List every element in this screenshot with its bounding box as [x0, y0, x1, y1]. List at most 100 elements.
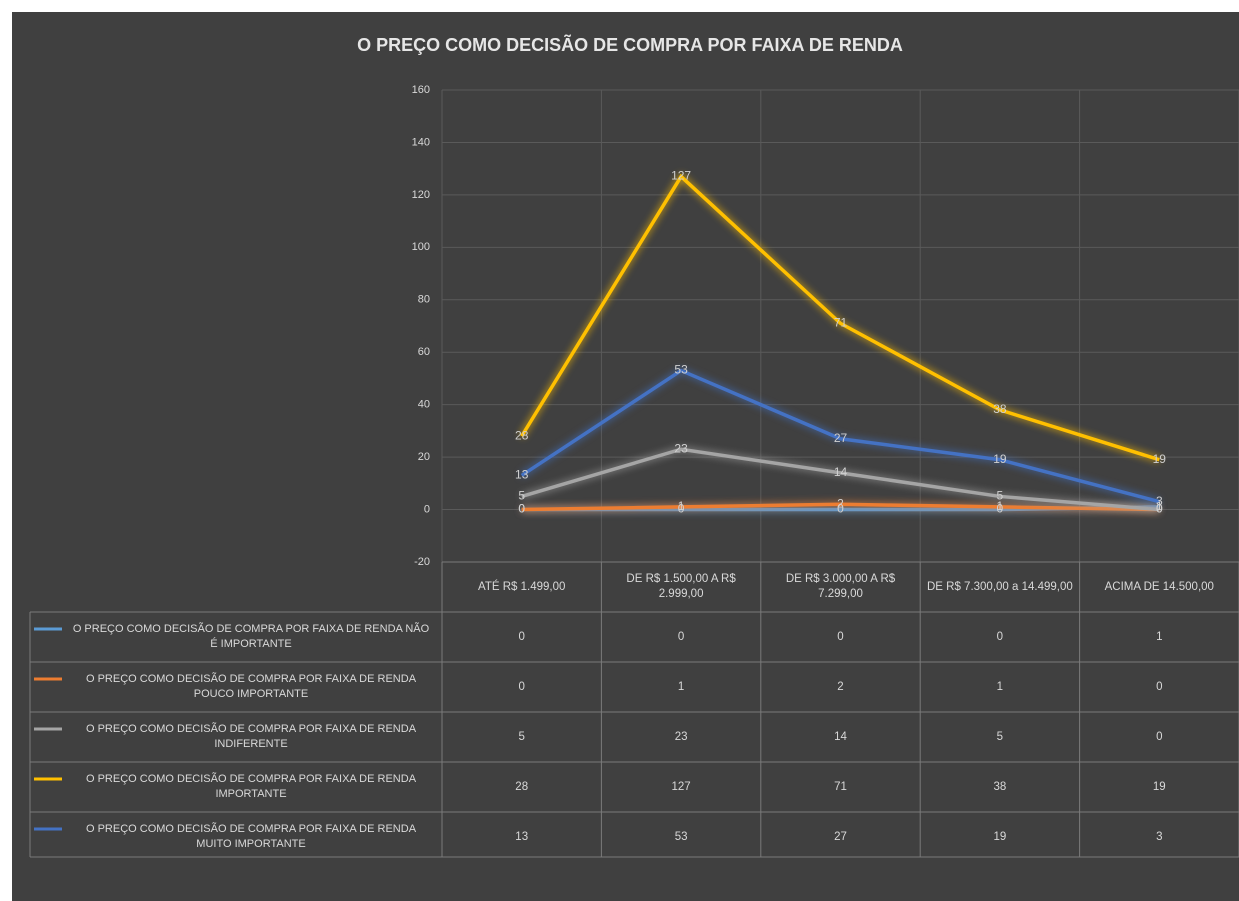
- data-label: 1: [678, 499, 685, 513]
- table-value-box: 1: [996, 680, 1004, 693]
- x-tick-label: ATÉ R$ 1.499,00: [478, 580, 566, 593]
- table-value-box: 5: [518, 730, 525, 743]
- table-value-box: 0: [1156, 680, 1163, 693]
- table-value-box: 5: [996, 730, 1004, 743]
- table-value: 71: [834, 780, 847, 793]
- series-line: [521, 502, 1160, 512]
- data-label: 0: [997, 502, 1004, 516]
- data-label: 19: [993, 452, 1007, 466]
- table-value: 0: [837, 630, 844, 643]
- table-value: 0: [518, 680, 525, 693]
- table-value-box: 13: [515, 830, 529, 843]
- legend-label: O PREÇO COMO DECISÃO DE COMPRA POR FAIXA…: [85, 723, 417, 750]
- data-label: 127: [671, 169, 691, 183]
- table-value: 1: [1156, 630, 1163, 643]
- table-value: 14: [834, 730, 847, 743]
- legend-label-box: O PREÇO COMO DECISÃO DE COMPRA POR FAIXA…: [85, 773, 417, 800]
- table-value-box: 38: [993, 780, 1007, 793]
- table-value-box: 27: [834, 830, 847, 843]
- data-label: 0: [518, 502, 525, 516]
- legend-label: O PREÇO COMO DECISÃO DE COMPRA POR FAIXA…: [72, 623, 430, 650]
- table-value-box: 19: [1152, 780, 1166, 793]
- y-tick-label: 100: [412, 241, 430, 253]
- table-value: 27: [834, 830, 847, 843]
- x-tick-label: DE R$ 1.500,00 A R$ 2.999,00: [626, 573, 736, 600]
- data-label: 2: [837, 496, 844, 510]
- table-value: 0: [518, 630, 525, 643]
- table-value: 1: [677, 680, 685, 693]
- table-value: 1: [996, 680, 1004, 693]
- series-line: [520, 368, 1160, 504]
- table-value-box: 19: [993, 830, 1007, 843]
- table-value: 127: [671, 780, 691, 793]
- x-tick-label-box: ACIMA DE 14.500,00: [1104, 580, 1214, 593]
- table-value-box: 14: [834, 730, 847, 743]
- table-value: 0: [677, 630, 685, 643]
- y-tick-label: 0: [424, 503, 430, 515]
- data-label: 27: [834, 431, 848, 445]
- legend-label: O PREÇO COMO DECISÃO DE COMPRA POR FAIXA…: [85, 823, 417, 850]
- data-label: 1: [1156, 499, 1163, 513]
- legend-label: O PREÇO COMO DECISÃO DE COMPRA POR FAIXA…: [85, 673, 417, 700]
- series-line: [520, 173, 1160, 462]
- y-tick-label: -20: [414, 556, 430, 568]
- table-value: 0: [996, 630, 1004, 643]
- data-label: 5: [997, 489, 1004, 503]
- table-value: 38: [993, 780, 1007, 793]
- data-label: 14: [834, 465, 848, 479]
- table-value: 3: [1156, 830, 1163, 843]
- x-tick-label-box: ATÉ R$ 1.499,00: [478, 580, 566, 593]
- legend-label-box: O PREÇO COMO DECISÃO DE COMPRA POR FAIXA…: [85, 723, 417, 750]
- data-label: 3: [1156, 494, 1163, 508]
- table-value: 19: [1152, 780, 1166, 793]
- data-label: 5: [518, 489, 525, 503]
- table-value-box: 0: [518, 680, 525, 693]
- table-value-box: 0: [996, 630, 1004, 643]
- table-value: 5: [996, 730, 1004, 743]
- table-value: 28: [515, 780, 529, 793]
- data-label: 1: [997, 499, 1004, 513]
- table-value: 0: [1156, 680, 1163, 693]
- legend-label: O PREÇO COMO DECISÃO DE COMPRA POR FAIXA…: [85, 773, 417, 800]
- legend-label-box: O PREÇO COMO DECISÃO DE COMPRA POR FAIXA…: [85, 823, 417, 850]
- y-tick-label: 160: [412, 84, 430, 96]
- table-value: 2: [837, 680, 844, 693]
- table-value: 5: [518, 730, 525, 743]
- data-label: 0: [1156, 502, 1163, 516]
- table-value-box: 1: [677, 680, 685, 693]
- table-value: 19: [993, 830, 1007, 843]
- table-value-box: 71: [834, 780, 847, 793]
- data-label: 71: [834, 316, 848, 330]
- data-label: 19: [1153, 452, 1167, 466]
- x-tick-label-box: DE R$ 7.300,00 a 14.499,00: [926, 580, 1073, 593]
- x-tick-label-box: DE R$ 1.500,00 A R$ 2.999,00: [626, 573, 736, 600]
- data-label: 0: [678, 502, 685, 516]
- table-value-box: 28: [515, 780, 529, 793]
- x-tick-label: ACIMA DE 14.500,00: [1104, 580, 1214, 593]
- y-tick-label: 40: [418, 399, 430, 411]
- x-tick-label: DE R$ 7.300,00 a 14.499,00: [926, 580, 1073, 593]
- table-value: 53: [674, 830, 688, 843]
- table-value-box: 127: [671, 780, 691, 793]
- table-value-box: 0: [837, 630, 844, 643]
- chart-title: O PREÇO COMO DECISÃO DE COMPRA POR FAIXA…: [357, 34, 903, 55]
- x-tick-label: DE R$ 3.000,00 A R$ 7.299,00: [785, 573, 896, 600]
- table-value-box: 23: [675, 731, 688, 743]
- table-value: 0: [1156, 730, 1163, 743]
- table-value-box: 2: [837, 680, 844, 693]
- table-value-box: 1: [1156, 630, 1163, 643]
- data-label: 13: [515, 468, 529, 482]
- table-value-box: 0: [1156, 730, 1163, 743]
- table-value-box: 3: [1156, 830, 1163, 843]
- table-value-box: 0: [518, 630, 525, 643]
- table-value-box: 0: [677, 630, 685, 643]
- y-tick-label: 60: [418, 346, 430, 358]
- data-label: 28: [515, 428, 529, 442]
- data-label: 0: [837, 502, 844, 516]
- data-label: 0: [518, 502, 525, 516]
- data-label: 23: [674, 441, 688, 455]
- x-tick-label-box: DE R$ 3.000,00 A R$ 7.299,00: [785, 573, 896, 600]
- table-value-box: 53: [674, 830, 688, 843]
- table-value: 13: [515, 830, 529, 843]
